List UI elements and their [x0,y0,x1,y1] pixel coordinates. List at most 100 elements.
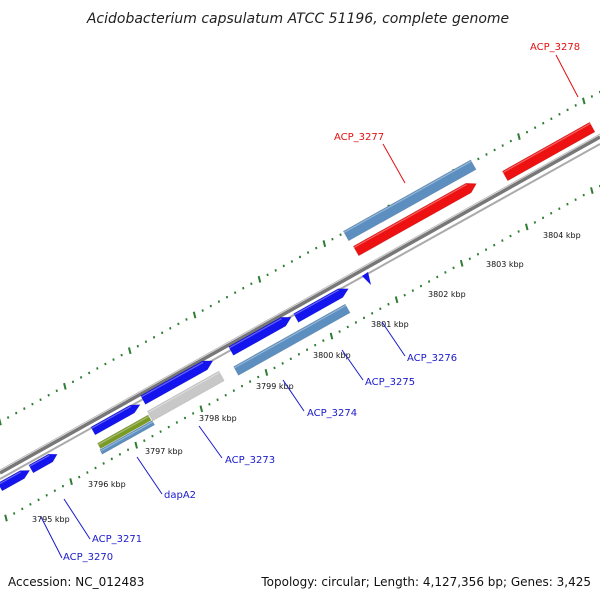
genome-backbone [0,133,600,480]
gene-feature-acp-3274[interactable] [228,316,292,356]
gene-label-acp-3274[interactable]: ACP_3274 [307,408,357,419]
lower-minor-tick [419,284,423,288]
gene-feature-dapa2[interactable] [90,404,141,436]
lower-major-tick [524,223,529,231]
upper-minor-tick [290,260,294,263]
leader-line [198,425,223,459]
lower-minor-tick [208,402,211,406]
gene-feature-acp-3273[interactable] [140,360,214,405]
lower-minor-tick [509,234,512,238]
lower-minor-tick [566,202,569,206]
lower-minor-tick [346,325,349,329]
gene-label-acp-3273[interactable]: ACP_3273 [225,455,275,466]
upper-major-tick [0,418,2,426]
gene-feature-acp-3277-blue[interactable] [342,159,477,242]
scale-label: 3796 kbp [88,480,126,489]
lower-minor-tick [403,293,406,297]
upper-minor-tick [6,416,10,419]
upper-minor-tick [266,273,269,277]
gene-feature-acp-3277[interactable] [352,182,477,257]
upper-minor-tick [306,251,310,254]
scale-label: 3802 kbp [428,290,466,299]
lower-minor-tick [322,339,325,342]
gene-feature-sheen [502,123,591,174]
gene-feature-acp-3275[interactable] [233,303,351,376]
gene-feature-acp-3278[interactable] [501,121,596,182]
lower-minor-tick [436,275,439,279]
upper-major-tick [192,311,197,319]
upper-minor-tick [477,157,480,161]
leader-line [341,349,364,381]
gene-label-acp-3270[interactable]: ACP_3270 [63,552,113,563]
lower-minor-tick [371,312,374,315]
gene-feature-sheen [147,371,220,414]
gene-feature-acp-3271[interactable] [28,453,58,474]
lower-minor-tick [53,489,56,493]
lower-minor-tick [338,330,341,333]
lower-minor-tick [427,280,431,283]
lower-minor-tick [444,271,447,274]
gene-feature-sheen [98,415,150,446]
lower-minor-tick [533,221,537,224]
gene-feature-acp-3270[interactable] [0,470,31,492]
upper-minor-tick [485,153,488,156]
lower-major-tick [69,478,73,486]
lower-minor-tick [126,448,130,452]
upper-minor-tick [574,104,577,107]
genome-summary-text: Topology: circular; Length: 4,127,356 bp… [260,575,591,589]
upper-major-tick [127,347,132,355]
gene-feature-acp-3273-lower[interactable] [99,420,156,455]
gene-label-acp-3275[interactable]: ACP_3275 [365,377,415,388]
lower-minor-tick [550,211,553,215]
scale-label: 3803 kbp [486,260,524,269]
gene-label-acp-3277[interactable]: ACP_3277 [334,132,384,143]
lower-minor-tick [143,439,146,443]
marker-icon [362,272,371,285]
lower-minor-tick [151,434,154,438]
upper-major-tick [63,382,67,390]
upper-minor-tick [533,126,537,129]
upper-minor-tick [15,411,18,415]
upper-major-tick [517,133,521,141]
gene-feature-dapa2-segment[interactable] [97,414,152,450]
gene-feature-sheen [29,454,50,467]
lower-minor-tick [411,289,414,292]
gene-feature-acp-3273-grey[interactable] [146,370,225,422]
upper-minor-tick [315,246,318,250]
leader-line [381,321,406,357]
lower-minor-tick [61,484,65,488]
upper-minor-tick [274,269,277,272]
gene-label-dapa2[interactable]: dapA2 [164,490,196,501]
lower-minor-tick [501,239,504,242]
lower-minor-tick [257,375,260,379]
upper-minor-tick [566,108,569,112]
upper-minor-tick [161,331,164,335]
lower-minor-tick [240,384,244,388]
map-title: Acidobacterium capsulatum ATCC 51196, co… [86,11,509,27]
lower-major-tick [329,332,334,340]
lower-minor-tick [289,357,292,361]
lower-minor-tick [314,343,317,347]
upper-minor-tick [590,95,594,98]
gene-label-acp-3271[interactable]: ACP_3271 [92,534,142,545]
gene-label-acp-3278[interactable]: ACP_3278 [530,42,580,53]
lower-major-tick [264,369,269,376]
lower-minor-tick [273,366,276,370]
lower-minor-tick [305,348,309,352]
leader-line [136,456,163,495]
lower-minor-tick [192,412,195,415]
lower-minor-tick [493,243,496,247]
gene-feature-sheen [294,289,340,316]
lower-minor-tick [354,321,358,324]
scale-label: 3801 kbp [371,320,409,329]
lower-minor-tick [574,198,577,201]
gene-feature-acp-3276[interactable] [293,288,349,323]
upper-minor-tick [509,139,512,143]
lower-minor-tick [118,453,122,456]
upper-minor-tick [242,286,245,290]
lower-minor-tick [94,466,97,470]
scale-label: 3798 kbp [199,414,237,423]
gene-label-acp-3276[interactable]: ACP_3276 [407,353,457,364]
lower-minor-tick [167,425,170,429]
